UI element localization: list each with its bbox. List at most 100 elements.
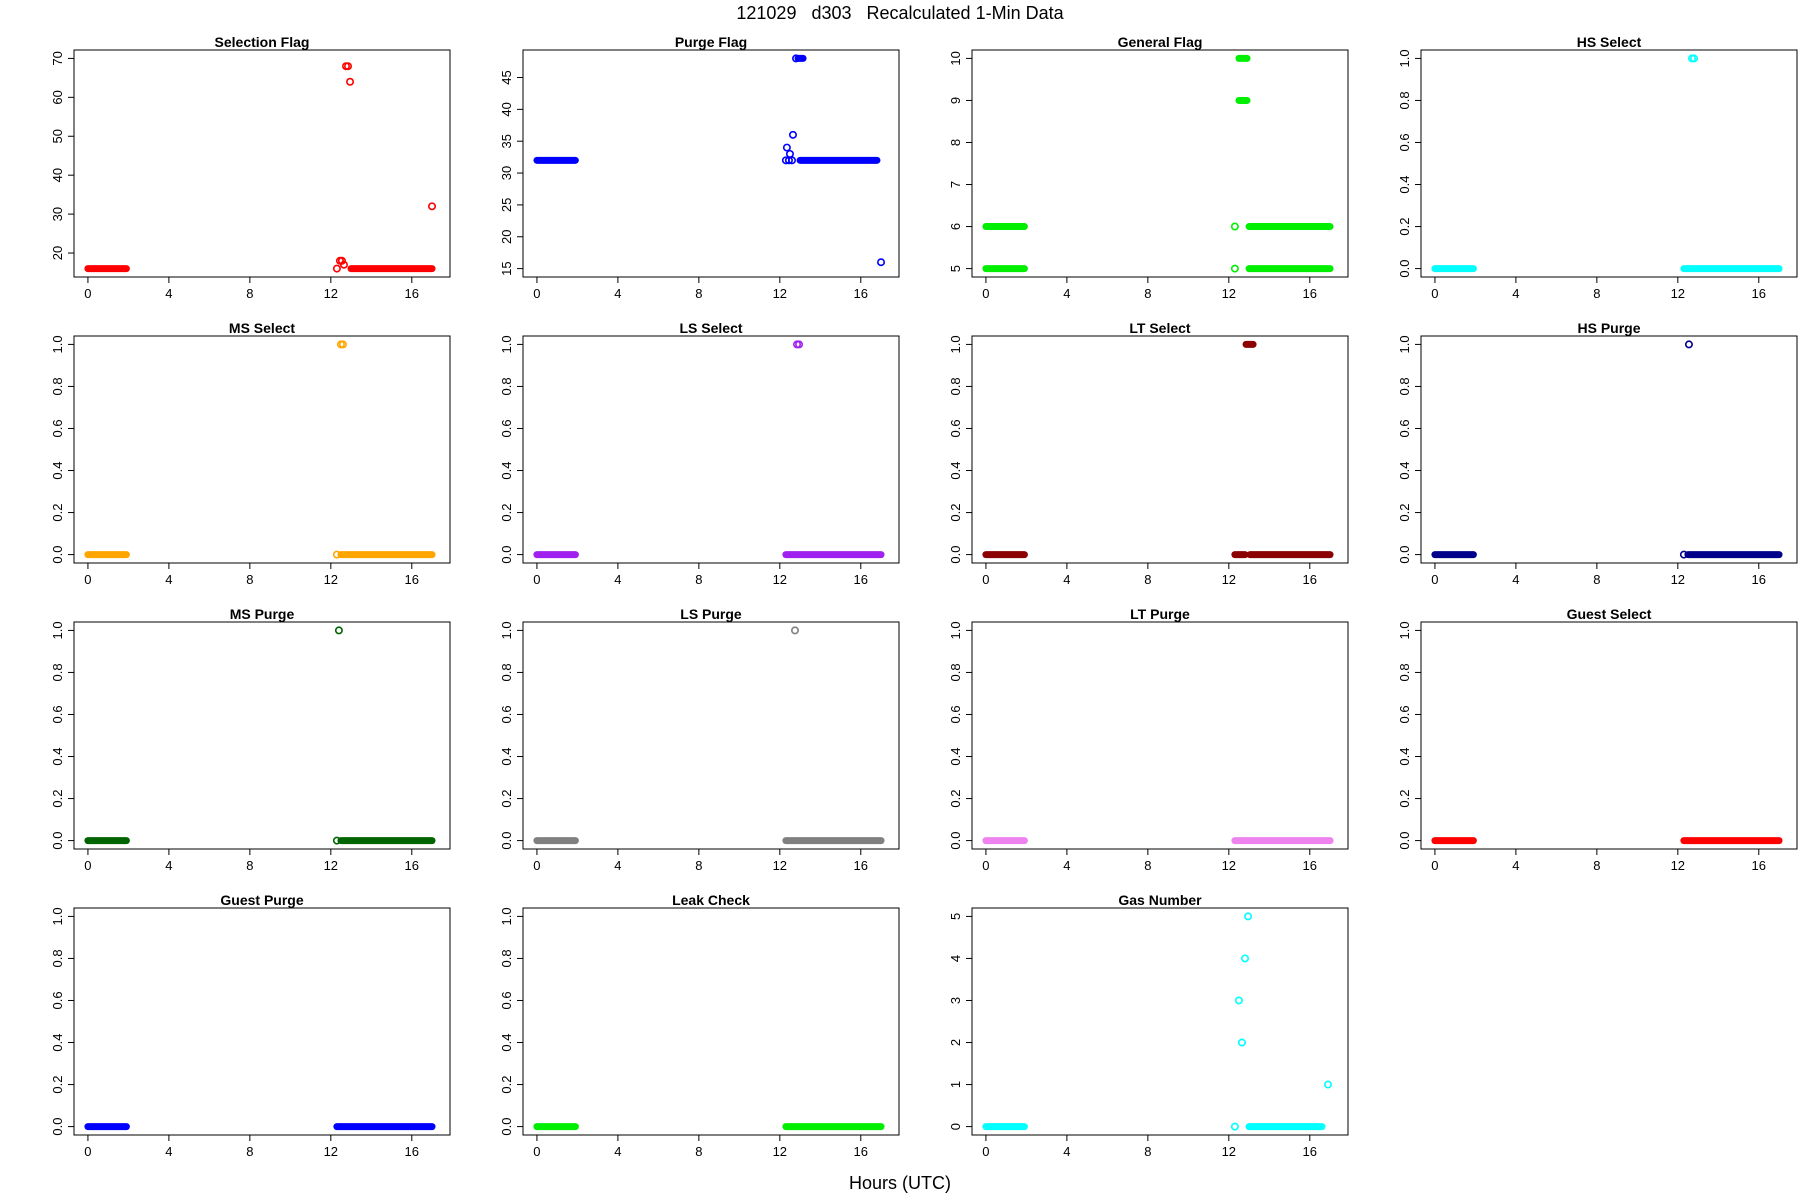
x-tick-label: 12	[773, 286, 787, 301]
y-tick-label: 0.0	[499, 546, 514, 564]
x-tick-label: 12	[773, 1144, 787, 1159]
y-tick-label: 0.8	[948, 663, 963, 681]
y-tick-label: 0.6	[499, 419, 514, 437]
y-tick-label: 0.4	[948, 461, 963, 479]
y-tick-label: 40	[50, 168, 65, 182]
x-tick-label: 4	[1063, 572, 1070, 587]
x-tick-label: 12	[773, 858, 787, 873]
page-title: 121029 d303 Recalculated 1-Min Data	[736, 3, 1064, 23]
data-point	[338, 340, 347, 349]
y-tick-label: 8	[948, 139, 963, 146]
y-tick-label: 0.2	[948, 504, 963, 522]
plot-frame	[971, 621, 1349, 850]
y-tick-label: 1.0	[1397, 49, 1412, 67]
panel-title: Guest Select	[1567, 608, 1652, 622]
panel-title: MS Purge	[230, 608, 295, 622]
x-tick-label: 12	[1671, 572, 1685, 587]
y-tick-label: 9	[948, 97, 963, 104]
y-tick-label: 5	[948, 265, 963, 272]
x-tick-label: 16	[1752, 286, 1766, 301]
x-tick-label: 8	[1144, 1144, 1151, 1159]
y-tick-label: 1.0	[1397, 335, 1412, 353]
x-tick-label: 16	[1303, 572, 1317, 587]
x-tick-label: 12	[1222, 858, 1236, 873]
x-tick-label: 16	[1303, 1144, 1317, 1159]
panel-title: Leak Check	[672, 894, 750, 908]
panel-lt-purge: LT Purge 0 4 8 12 16 0.0 0.2 0.4 0.6 0.8 1.0	[948, 608, 1349, 873]
x-axis-label: Hours (UTC)	[849, 1173, 951, 1193]
data-point	[1230, 1122, 1239, 1131]
data-point	[795, 340, 804, 349]
x-tick-label: 16	[854, 1144, 868, 1159]
plot-frame	[73, 621, 451, 850]
x-tick-label: 0	[84, 858, 91, 873]
y-tick-label: 0.4	[1397, 175, 1412, 193]
data-point	[877, 258, 886, 267]
plot-frame	[1420, 49, 1798, 278]
data-point	[1679, 550, 1688, 559]
x-tick-label: 8	[246, 286, 253, 301]
x-tick-label: 8	[695, 1144, 702, 1159]
panel-purge-flag: Purge Flag 0 4 8 12 16 15 20 25 30 35 40 45	[499, 36, 900, 301]
panel-title: Selection Flag	[215, 36, 310, 50]
plot-frame	[971, 335, 1349, 564]
y-tick-label: 0.6	[948, 705, 963, 723]
x-tick-label: 4	[614, 1144, 621, 1159]
x-tick-label: 0	[982, 1144, 989, 1159]
data-point	[1244, 912, 1253, 921]
x-tick-label: 0	[982, 858, 989, 873]
y-tick-label: 70	[50, 51, 65, 65]
y-tick-label: 0.8	[50, 377, 65, 395]
x-tick-label: 8	[1144, 858, 1151, 873]
plot-frame	[73, 49, 451, 278]
x-tick-label: 0	[533, 286, 540, 301]
x-tick-label: 16	[405, 286, 419, 301]
panel-hs-select: HS Select 0 4 8 12 16 0.0 0.2 0.4 0.6 0.8 1.0	[1397, 36, 1798, 301]
x-tick-label: 4	[614, 286, 621, 301]
y-tick-label: 1	[948, 1081, 963, 1088]
y-tick-label: 15	[499, 261, 514, 275]
data-point	[1690, 54, 1699, 63]
y-tick-label: 0.2	[1397, 218, 1412, 236]
y-tick-label: 45	[499, 70, 514, 84]
data-point	[1237, 1038, 1246, 1047]
panel-title: General Flag	[1118, 36, 1203, 50]
x-tick-label: 16	[405, 1144, 419, 1159]
y-tick-label: 30	[499, 166, 514, 180]
y-tick-label: 0.2	[948, 790, 963, 808]
data-point	[337, 256, 346, 265]
plot-frame	[971, 49, 1349, 278]
x-tick-label: 4	[165, 858, 172, 873]
panel-guest-purge: Guest Purge 0 4 8 12 16 0.0 0.2 0.4 0.6 0.8 1.0	[50, 894, 451, 1159]
plot-frame	[1420, 335, 1798, 564]
x-tick-label: 0	[84, 572, 91, 587]
x-tick-label: 8	[695, 858, 702, 873]
x-tick-label: 8	[695, 572, 702, 587]
y-tick-label: 0.4	[499, 747, 514, 765]
plot-frame	[522, 621, 900, 850]
x-tick-label: 0	[84, 286, 91, 301]
y-tick-label: 20	[499, 230, 514, 244]
x-tick-label: 4	[1512, 858, 1519, 873]
panel-title: MS Select	[229, 322, 295, 336]
panel-title: Gas Number	[1118, 894, 1202, 908]
y-tick-label: 0.0	[1397, 832, 1412, 850]
y-tick-label: 3	[948, 997, 963, 1004]
x-tick-label: 8	[1593, 858, 1600, 873]
x-tick-label: 0	[1431, 858, 1438, 873]
y-tick-label: 0.6	[50, 705, 65, 723]
y-tick-label: 35	[499, 134, 514, 148]
data-point	[334, 626, 343, 635]
data-point	[1234, 996, 1243, 1005]
x-tick-label: 16	[1752, 572, 1766, 587]
panel-title: HS Purge	[1577, 322, 1640, 336]
y-tick-label: 1.0	[50, 621, 65, 639]
panel-title: LT Purge	[1130, 608, 1190, 622]
y-tick-label: 1.0	[499, 907, 514, 925]
x-tick-label: 8	[1593, 286, 1600, 301]
y-tick-label: 0.0	[1397, 546, 1412, 564]
data-point	[332, 836, 341, 845]
data-point	[791, 626, 800, 635]
panel-title: Guest Purge	[220, 894, 303, 908]
